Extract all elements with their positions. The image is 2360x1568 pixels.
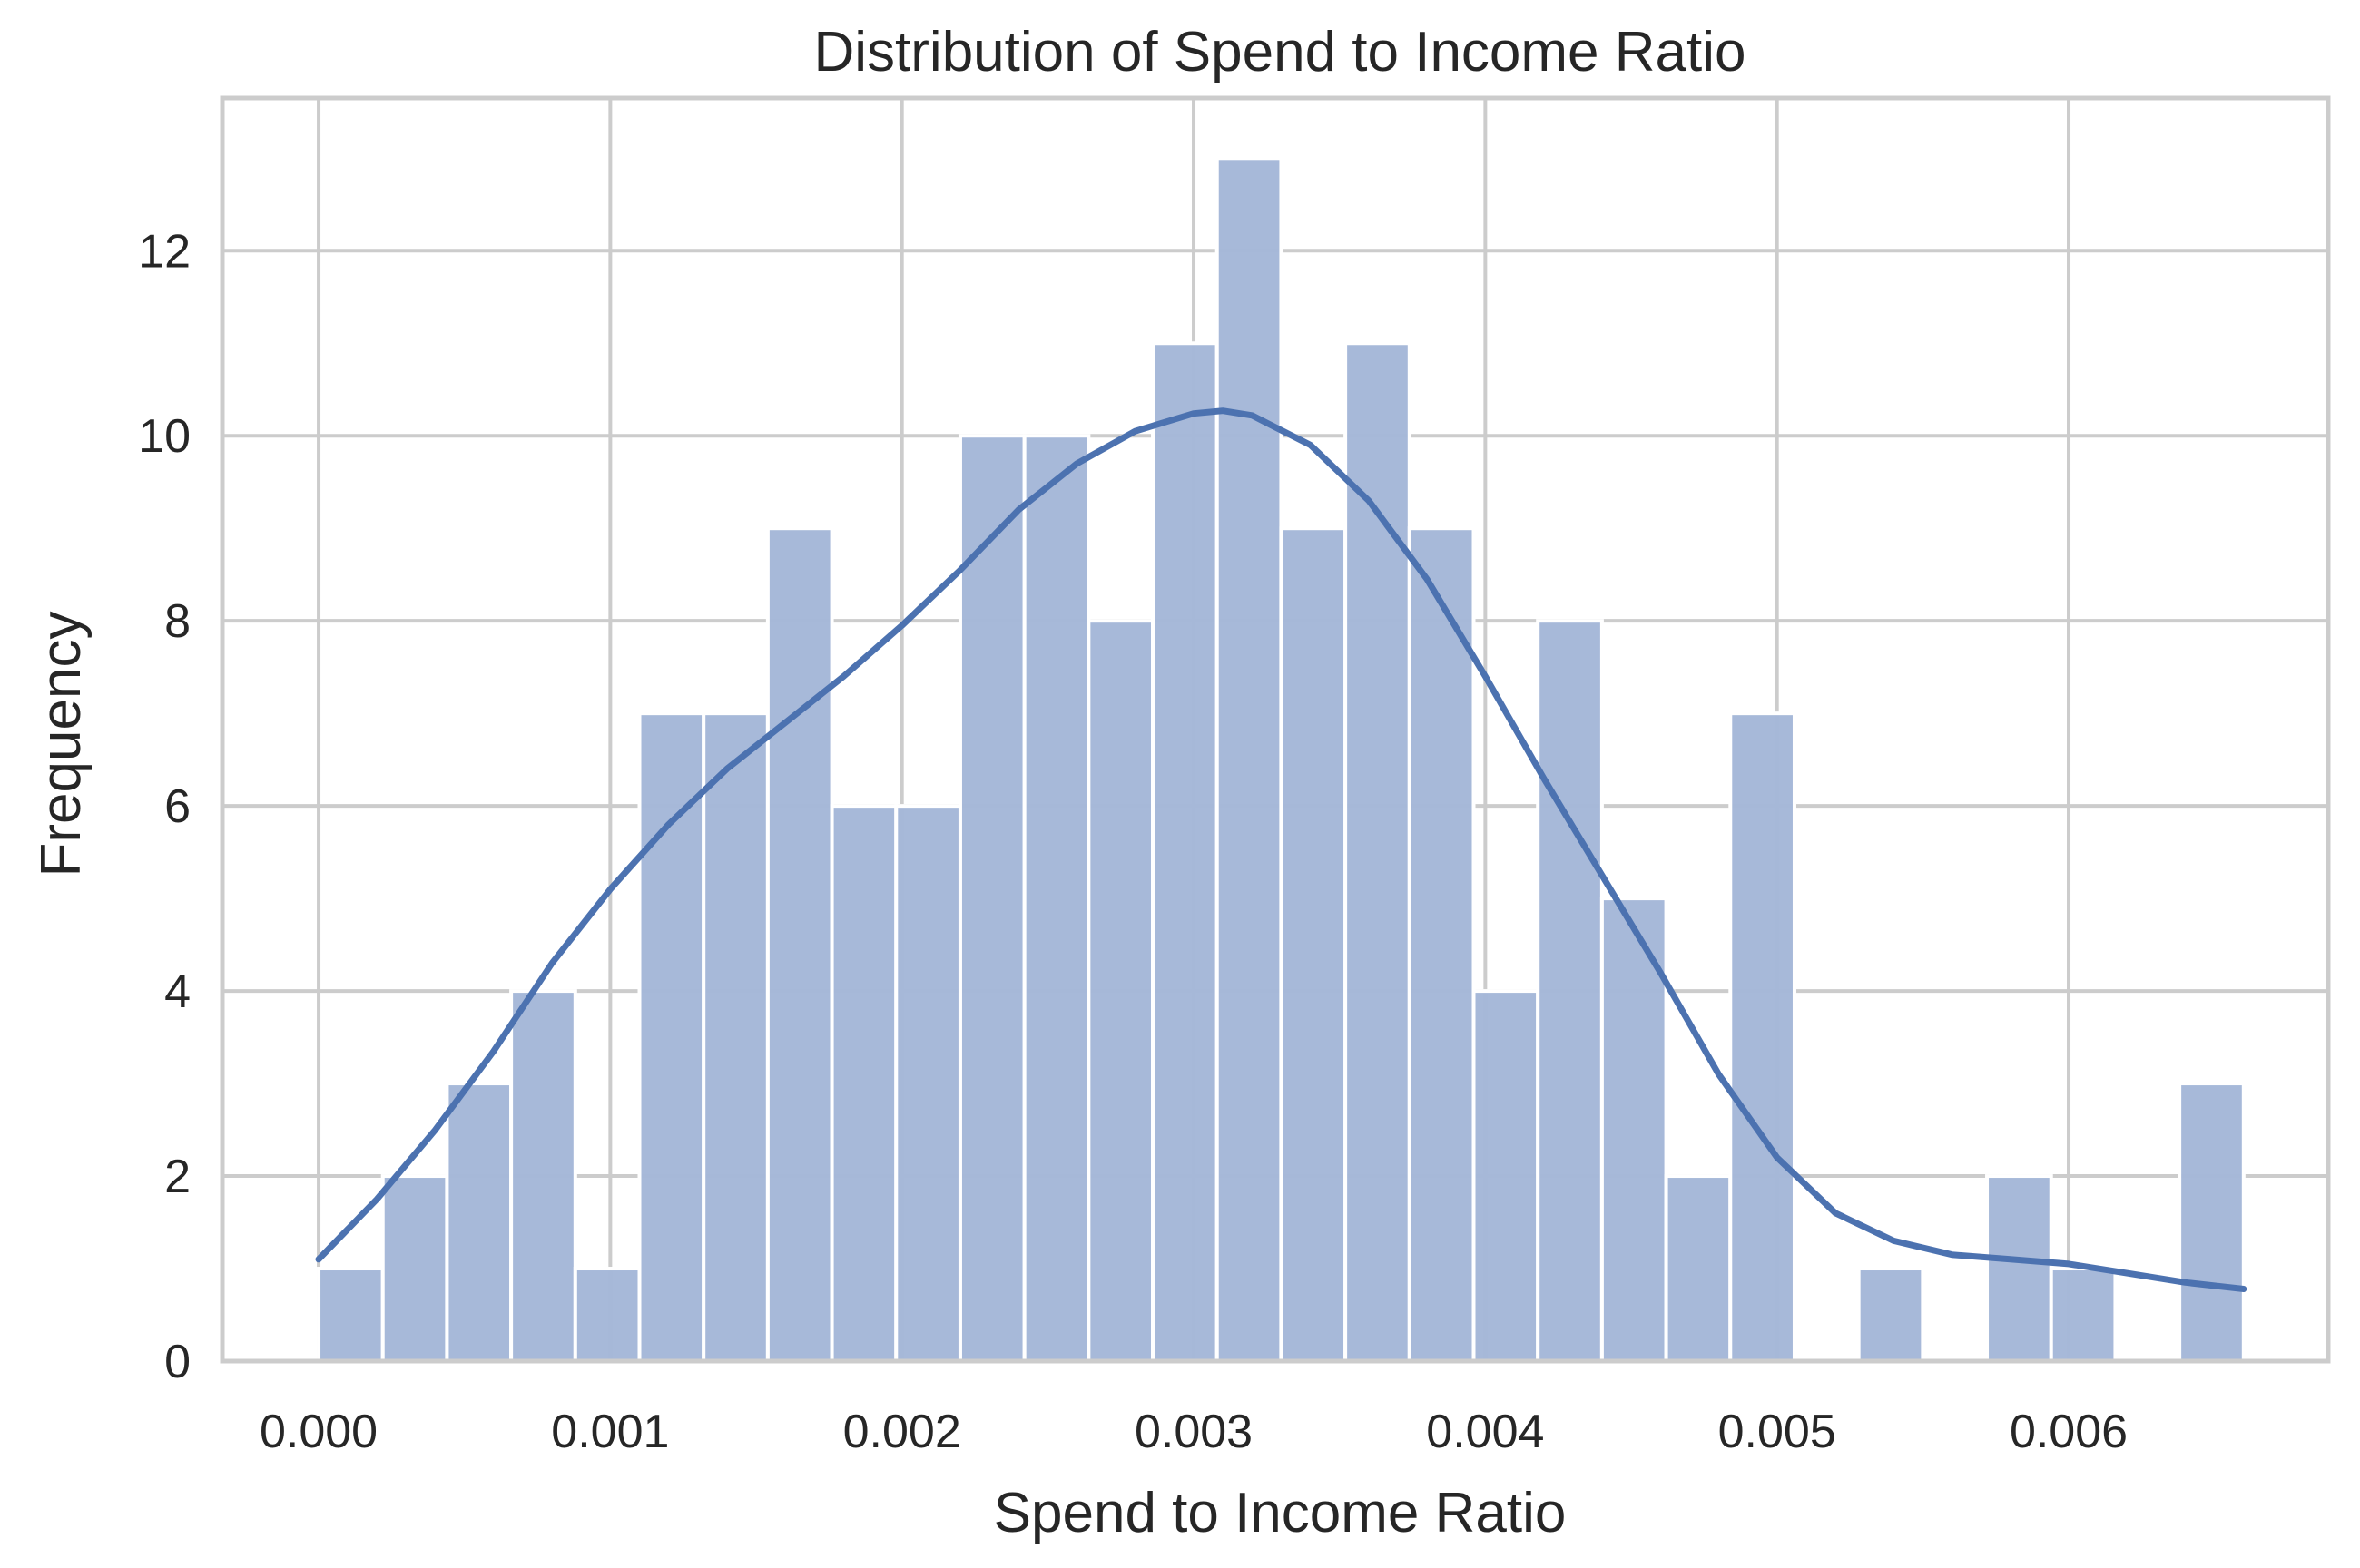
histogram-bar [894,804,962,1363]
histogram-bar [1856,1267,1925,1363]
histogram-bar [317,1267,385,1363]
histogram-bar [1728,711,1796,1363]
histogram-bar [2178,1082,2246,1363]
histogram-bar [1536,619,1604,1363]
y-tick-label: 4 [164,965,191,1018]
histogram-bar [1151,341,1219,1364]
histogram-bar [573,1267,642,1363]
x-tick-label: 0.005 [1718,1406,1836,1458]
histogram-bar [765,526,834,1363]
kde-curve-group [315,407,2247,1292]
y-tick-label: 8 [164,595,191,648]
x-tick-label: 0.006 [2010,1406,2128,1458]
histogram-bar [445,1082,514,1363]
x-tick-label: 0.003 [1135,1406,1253,1458]
x-tick-label: 0.004 [1426,1406,1544,1458]
histogram-bar [830,804,899,1363]
histogram-bar [1279,526,1348,1363]
x-tick-label: 0.000 [260,1406,378,1458]
x-tick-label: 0.002 [843,1406,961,1458]
kde-line [315,407,2247,1292]
y-tick-label: 0 [164,1336,191,1388]
y-tick-label: 10 [138,410,191,463]
histogram-bar [1087,619,1155,1363]
histogram-bar [1214,156,1283,1363]
histogram-bars [317,156,2246,1364]
x-axis-label: Spend to Income Ratio [994,1482,1567,1544]
y-tick-label: 12 [138,225,191,278]
x-tick-label: 0.001 [551,1406,669,1458]
chart-title: Distribution of Spend to Income Ratio [814,21,1746,83]
y-axis-label: Frequency [30,612,93,877]
axes-spines [220,95,2331,1364]
histogram-bar [702,711,770,1363]
y-tick-label: 6 [164,780,191,833]
histogram-bar [1022,434,1091,1363]
histogram-bar [958,434,1027,1363]
x-tick-labels: 0.000 0.001 0.002 0.003 0.004 0.005 0.006 [260,1406,2128,1458]
histogram-bar [1664,1174,1733,1363]
y-tick-label: 2 [164,1151,191,1203]
histogram-bar [2049,1267,2118,1363]
histogram-bar [1343,341,1411,1364]
plot-frame [220,95,2331,1364]
y-tick-labels: 0 2 4 6 8 10 12 [138,225,191,1388]
histogram-bar [1985,1174,2053,1363]
histogram-bar [1407,526,1476,1363]
histogram-bar [380,1174,449,1363]
histogram-bar [637,711,706,1363]
histogram-bar [1471,989,1540,1363]
histogram-bar [509,989,577,1363]
